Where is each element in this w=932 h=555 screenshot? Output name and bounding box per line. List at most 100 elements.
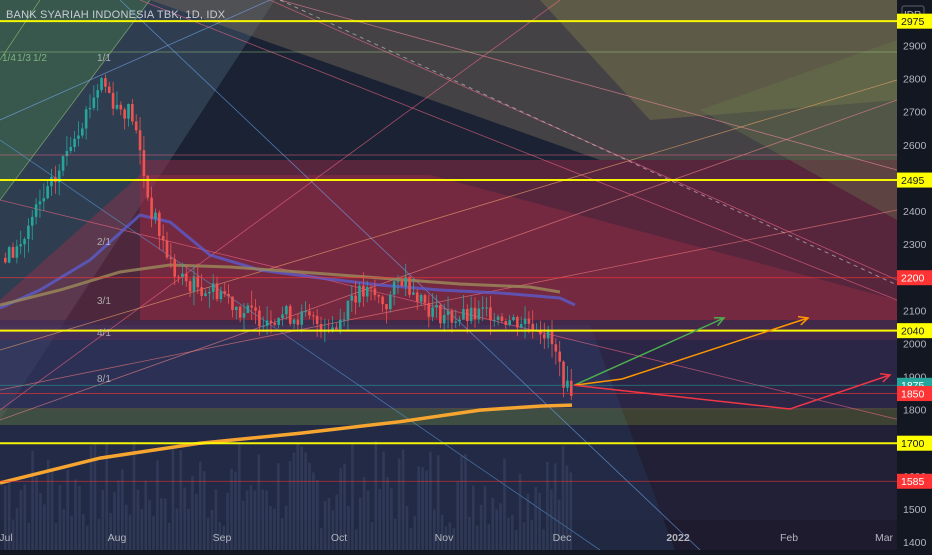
price-tag <box>897 473 932 489</box>
volume-bar <box>499 503 502 550</box>
volume-bar <box>565 465 569 550</box>
candle <box>481 307 484 309</box>
candle <box>4 257 7 263</box>
volume-bar <box>46 459 50 550</box>
volume-bar <box>113 492 116 550</box>
candle <box>365 286 369 297</box>
candle <box>362 285 365 297</box>
y-tick-label: 1400 <box>903 537 927 549</box>
candle <box>439 304 442 324</box>
candle <box>539 330 542 335</box>
volume-bar <box>452 528 456 550</box>
moving-average-long <box>0 403 573 485</box>
price-tag <box>897 13 932 29</box>
fan-line <box>269 0 897 281</box>
candle <box>61 156 65 171</box>
y-tick-label: 2900 <box>903 41 927 53</box>
volume-bar <box>464 454 467 550</box>
volume-bar <box>378 488 381 550</box>
candle <box>73 138 76 148</box>
volume-bar <box>191 475 194 550</box>
candle <box>84 109 88 129</box>
candle <box>100 78 103 91</box>
fan-line <box>0 0 271 121</box>
fan-line <box>0 79 897 351</box>
fan-line <box>119 0 701 550</box>
volume-bar <box>27 522 30 550</box>
volume-bar <box>238 444 241 550</box>
volume-bar <box>362 477 366 550</box>
volume-bar <box>382 451 385 550</box>
candle <box>312 315 315 317</box>
volume-bar <box>261 489 264 550</box>
candle <box>158 212 161 237</box>
volume-bar <box>175 508 179 550</box>
volume-bar <box>144 480 147 550</box>
candle <box>431 307 434 317</box>
background-zone <box>700 40 897 220</box>
volume-bar <box>569 472 573 550</box>
candle <box>38 201 42 205</box>
candle <box>315 315 319 325</box>
fan-label: 2/1 <box>97 237 111 248</box>
candle <box>469 307 473 322</box>
volume-bar <box>210 509 214 550</box>
candle <box>127 103 130 119</box>
x-tick-label: Oct <box>331 532 347 544</box>
volume-bar <box>304 452 307 550</box>
candle <box>81 128 84 136</box>
background-zone <box>540 0 897 120</box>
y-tick-label: 2100 <box>903 305 927 317</box>
candle <box>531 323 535 331</box>
trend-dashed-line <box>279 0 897 286</box>
volume-bar <box>284 505 288 550</box>
volume-bar <box>43 504 46 550</box>
volume-bar <box>277 463 280 550</box>
candle <box>42 198 46 202</box>
candle <box>96 90 99 98</box>
y-tick-label: 1800 <box>903 405 927 417</box>
candle <box>331 327 334 332</box>
fan-label: 1/4 <box>2 53 16 64</box>
y-tick-label: 1500 <box>903 504 927 516</box>
candle <box>235 306 238 311</box>
volume-bar <box>288 461 292 550</box>
volume-bar <box>195 493 198 550</box>
candle <box>146 175 150 198</box>
candle <box>27 225 30 239</box>
volume-bar <box>222 525 225 550</box>
volume-bar <box>429 451 432 550</box>
volume-bar <box>74 479 77 550</box>
candle <box>346 300 350 320</box>
x-tick-label: Jul <box>0 532 13 544</box>
volume-bar <box>487 524 491 550</box>
volume-bar <box>366 490 370 550</box>
candle <box>554 344 558 352</box>
volume-bar <box>292 452 296 550</box>
candle <box>300 311 304 325</box>
candle <box>7 247 11 263</box>
volume-bar <box>507 517 510 550</box>
volume-bar <box>7 479 11 550</box>
candle <box>150 197 153 219</box>
candle <box>458 319 461 322</box>
candle <box>196 276 200 288</box>
fan-label: 4/1 <box>97 328 111 339</box>
volume-bar <box>518 473 522 550</box>
candle <box>115 104 119 109</box>
volume-bar <box>202 471 206 550</box>
volume-bar <box>265 490 268 550</box>
volume-bar <box>171 446 175 550</box>
projection-arrowhead <box>879 373 892 383</box>
volume-bar <box>183 487 186 550</box>
candle <box>250 305 253 308</box>
y-tick-label: 2700 <box>903 107 927 119</box>
volume-bar <box>370 521 374 550</box>
volume-bar <box>456 481 459 550</box>
volume-bar <box>156 460 159 550</box>
volume-bar <box>526 493 530 550</box>
candle <box>215 283 219 300</box>
candle <box>550 331 554 345</box>
